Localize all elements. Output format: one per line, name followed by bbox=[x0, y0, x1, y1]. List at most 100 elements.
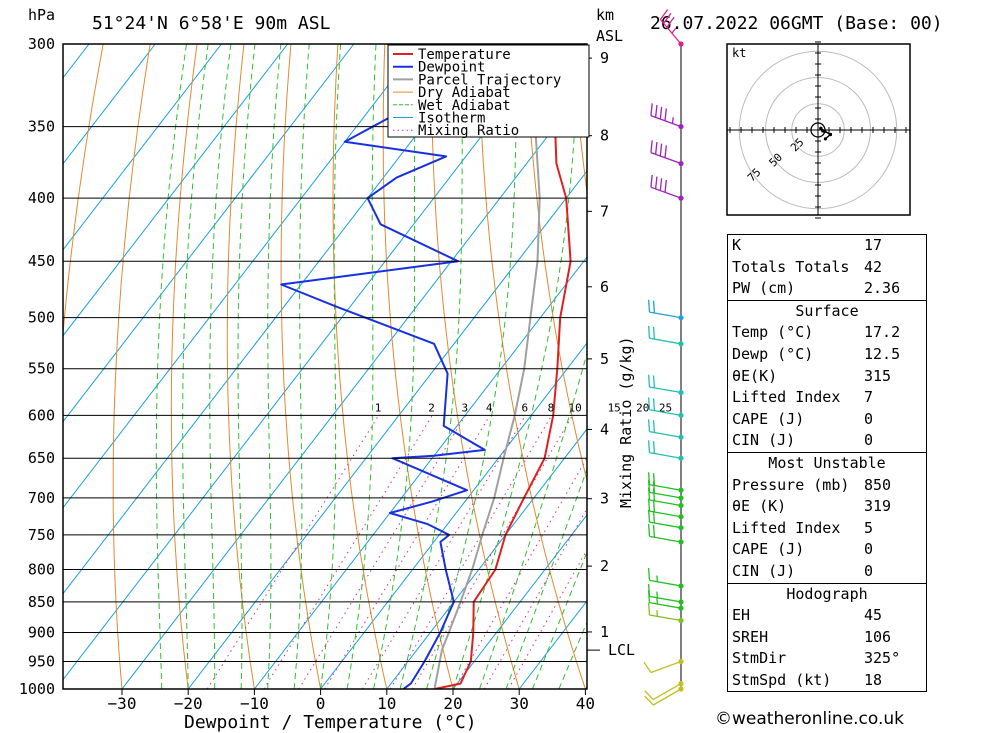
wind-barbs bbox=[643, 9, 684, 706]
hodograph-point bbox=[823, 137, 828, 141]
row-value: 2.36 bbox=[864, 279, 901, 298]
x-tick-label: 20 bbox=[443, 694, 462, 713]
mixing-ratio-label: 8 bbox=[548, 401, 555, 414]
table-section-header: Surface bbox=[727, 300, 927, 322]
wind-barb bbox=[647, 325, 684, 347]
x-tick-label: 0 bbox=[316, 694, 326, 713]
row-value: 106 bbox=[864, 627, 892, 646]
wind-barb-staff bbox=[649, 535, 682, 543]
wind-barb-feather bbox=[652, 488, 656, 501]
wind-barb-staff bbox=[649, 337, 682, 345]
x-tick-label: 40 bbox=[576, 694, 595, 713]
dry-adiabat-line bbox=[280, 44, 322, 689]
table-row: θE(K) 315 bbox=[728, 366, 927, 388]
wind-barb-staff bbox=[649, 521, 682, 529]
wind-barb bbox=[650, 103, 684, 130]
mixing-ratio-label: 6 bbox=[521, 401, 528, 414]
mixing-ratio-line bbox=[411, 415, 573, 689]
hpa-unit-label: hPa bbox=[28, 6, 55, 24]
datetime-title: 26.07.2022 06GMT (Base: 00) bbox=[650, 13, 943, 34]
wind-barb-feather bbox=[652, 420, 656, 433]
mixing-ratio-axis-label: Mixing Ratio (g/kg) bbox=[617, 336, 635, 508]
row-value: 5 bbox=[864, 518, 874, 537]
wind-barb-feather bbox=[647, 397, 651, 410]
wind-barb-feather bbox=[652, 326, 656, 340]
row-label: PW (cm) bbox=[732, 279, 796, 298]
row-value: 7 bbox=[864, 388, 874, 407]
legend-label: Temperature bbox=[418, 47, 511, 63]
wind-barb bbox=[647, 440, 684, 461]
dry-adiabat-line bbox=[995, 44, 1000, 689]
wind-barb bbox=[643, 658, 684, 674]
wind-barb-staff bbox=[649, 614, 682, 622]
wind-barb bbox=[647, 299, 684, 321]
dry-adiabat-line bbox=[572, 44, 587, 196]
wind-barb-feather bbox=[652, 375, 656, 388]
table-row: Pressure (mb) 850 bbox=[728, 475, 927, 497]
row-value: 0 bbox=[864, 409, 874, 428]
table-row: CAPE (J) 0 bbox=[728, 409, 927, 431]
wind-barb bbox=[650, 140, 684, 167]
wind-barb-staff bbox=[649, 409, 682, 416]
row-value: 0 bbox=[864, 431, 874, 450]
table-section-header: Hodograph bbox=[727, 583, 927, 605]
indices-table: K 17 Totals Totals 42 PW (cm) 2.36 Surface Temp… bbox=[727, 234, 927, 693]
table-row: Lifted Index 7 bbox=[728, 387, 927, 409]
wind-barb-feather bbox=[652, 300, 656, 314]
pressure-lines bbox=[63, 43, 587, 690]
dry-adiabat-line bbox=[382, 44, 454, 689]
km-tick-label: 5 bbox=[600, 350, 609, 368]
dry-adiabat-line bbox=[226, 44, 255, 689]
wind-barb-feather bbox=[647, 325, 651, 339]
lcl-label: LCL bbox=[608, 641, 635, 659]
wind-barb bbox=[644, 681, 684, 701]
mixing-ratio-line bbox=[389, 415, 553, 689]
wind-barb-feather bbox=[650, 103, 653, 116]
table-row: StmDir 325° bbox=[728, 648, 927, 670]
table-row: PW (cm) 2.36 bbox=[728, 278, 927, 300]
dry-adiabat-line bbox=[63, 44, 104, 339]
pressure-label: 500 bbox=[28, 309, 55, 327]
legend-box bbox=[387, 44, 590, 138]
pressure-label: 600 bbox=[28, 406, 55, 424]
wind-barb-feather bbox=[652, 510, 656, 524]
wind-barb-feather bbox=[652, 524, 656, 538]
wind-barb-staff bbox=[649, 484, 682, 491]
km-tick-label: 4 bbox=[600, 420, 609, 438]
table-row: Totals Totals 42 bbox=[728, 257, 927, 279]
mixing-ratio-label: 10 bbox=[569, 401, 582, 414]
mixing-ratio-label: 3 bbox=[461, 401, 468, 414]
km-tick-label: 3 bbox=[600, 490, 609, 508]
km-tick-label: 9 bbox=[600, 49, 609, 67]
row-value: 18 bbox=[864, 670, 883, 689]
wind-barb-feather bbox=[647, 590, 651, 603]
row-value: 319 bbox=[864, 497, 892, 516]
row-label: Lifted Index bbox=[732, 518, 841, 537]
wind-barb-feather bbox=[654, 176, 658, 189]
km-tick-label: 8 bbox=[600, 127, 609, 145]
wet-adiabat-line bbox=[182, 44, 209, 689]
table-row: EH 45 bbox=[728, 605, 927, 627]
mixing-ratio-line bbox=[263, 415, 433, 689]
x-tick-label: 10 bbox=[377, 694, 396, 713]
row-label: Totals Totals bbox=[732, 257, 850, 276]
km-tick-label: 1 bbox=[600, 623, 609, 641]
wind-barb-staff bbox=[649, 491, 682, 499]
pressure-label: 900 bbox=[28, 624, 55, 642]
mixing-ratio-label: 15 bbox=[608, 401, 621, 414]
table-row: SREH 106 bbox=[728, 627, 927, 649]
row-label: CAPE (J) bbox=[732, 540, 805, 559]
wind-barb-dot bbox=[678, 617, 684, 624]
wet-adiabat-line bbox=[320, 44, 342, 689]
wind-barb-staff bbox=[650, 186, 682, 199]
mixing-ratio-label: 25 bbox=[659, 401, 672, 414]
wind-barb bbox=[647, 487, 684, 509]
wind-barb bbox=[647, 419, 684, 440]
isotherm-line bbox=[121, 84, 587, 689]
table-row: Temp (°C) 17.2 bbox=[728, 322, 927, 344]
pressure-label: 450 bbox=[28, 252, 55, 270]
wind-barb-staff bbox=[649, 579, 682, 587]
row-label: Dewp (°C) bbox=[732, 344, 814, 363]
